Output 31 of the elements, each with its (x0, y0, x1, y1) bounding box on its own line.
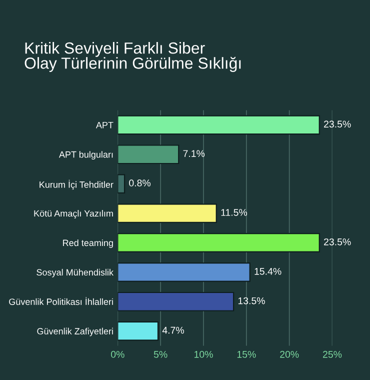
data-label: 4.7% (162, 326, 184, 334)
y-tick-label: APT bulguları (58, 151, 113, 160)
bar (118, 144, 180, 164)
y-tick-label: Güvenlik Politikası İhlalleri (9, 297, 113, 305)
y-tick-label: Sosyal Mühendislik (36, 268, 114, 278)
data-label: 13.5% (238, 297, 265, 304)
bar (118, 115, 320, 135)
x-tick-label: 10% (194, 350, 213, 358)
bar (118, 233, 320, 252)
x-tick-label: 25% (323, 350, 342, 358)
data-label: 0.8% (129, 180, 151, 186)
chart-title: Kritik Seviyeli Farklı Siber Olay Türlerinin Görülme Sıklığı (24, 42, 241, 72)
bar (118, 262, 250, 282)
y-tick-label: Kötü Amaçlı Yazılım (34, 210, 113, 218)
y-tick-label: APT (96, 122, 114, 128)
x-tick-label: 15% (237, 350, 256, 358)
x-tick-label: 5% (154, 350, 168, 358)
data-label: 15.4% (254, 268, 282, 275)
y-tick-label: Red teaming (63, 239, 113, 248)
x-tick-label: 0% (111, 350, 124, 358)
bar (118, 292, 234, 312)
data-label: 11.5% (221, 209, 248, 216)
y-tick-label: Kurum İçi Tehditler (40, 180, 114, 190)
bar (118, 174, 126, 194)
bar (118, 321, 159, 341)
data-label: 23.5% (324, 120, 351, 128)
data-label: 7.1% (183, 150, 205, 157)
bar (118, 204, 217, 223)
x-tick-label: 20% (280, 350, 299, 358)
data-label: 23.5% (324, 238, 351, 246)
y-tick-label: Güvenlik Zafiyetleri (37, 328, 113, 336)
